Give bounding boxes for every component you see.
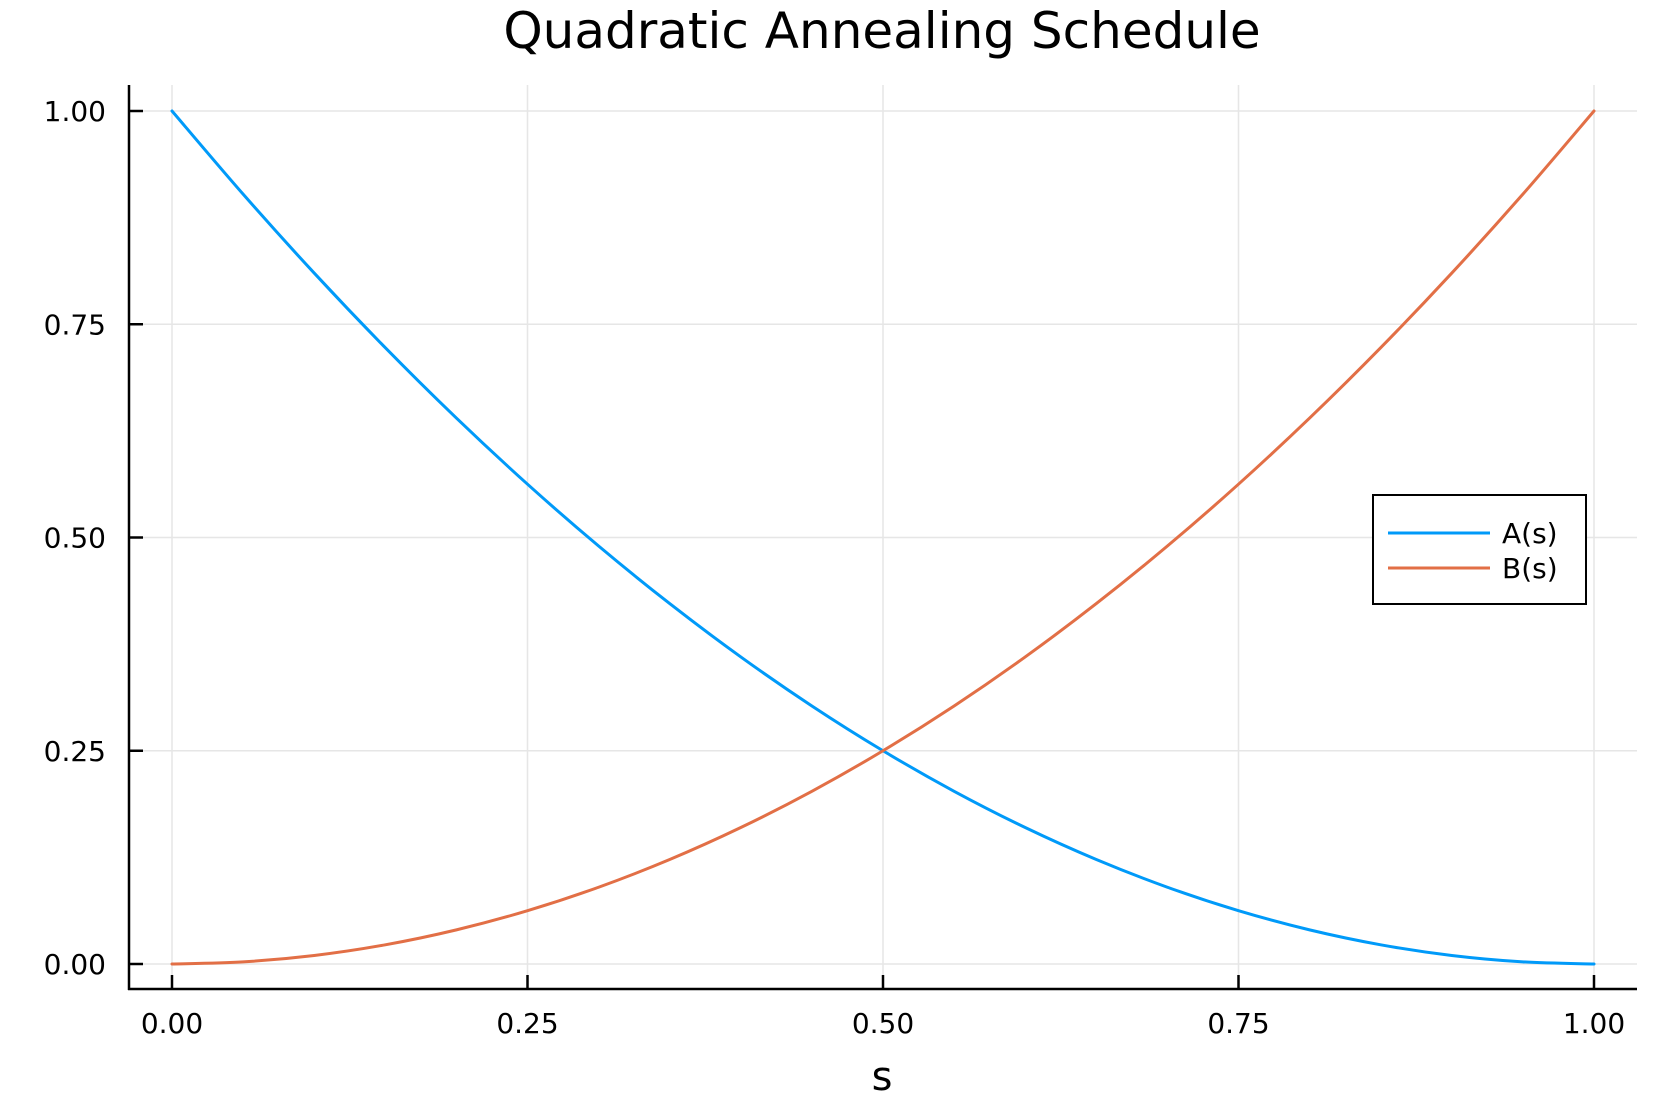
y-tick-label-3: 0.75 — [44, 308, 106, 341]
legend: A(s)B(s) — [1372, 494, 1587, 605]
y-tick-label-2: 0.50 — [44, 522, 106, 555]
x-tick-label-2: 0.50 — [852, 1007, 914, 1040]
x-tick-label-1: 0.25 — [496, 1007, 558, 1040]
y-tick-label-0: 0.00 — [44, 948, 106, 981]
x-axis-label: s — [872, 1054, 893, 1100]
x-tick-label-4: 1.00 — [1563, 1007, 1625, 1040]
legend-box — [1372, 494, 1587, 605]
y-tick-label-1: 0.25 — [44, 735, 106, 768]
chart-title: Quadratic Annealing Schedule — [503, 2, 1260, 60]
legend-label-bs: B(s) — [1502, 552, 1558, 585]
grid-lines — [129, 85, 1637, 989]
series-line-bs — [170, 109, 1596, 966]
legend-label-as: A(s) — [1502, 517, 1558, 550]
series-line-as — [170, 109, 1596, 966]
x-tick-label-0: 0.00 — [141, 1007, 203, 1040]
x-tick-label-3: 0.75 — [1207, 1007, 1269, 1040]
series-lines — [170, 109, 1596, 966]
y-tick-label-4: 1.00 — [44, 95, 106, 128]
tick-marks-and-labels: 0.00 0.25 0.50 0.75 1.00 0.00 0.25 0.50 0.75 1.00 — [44, 95, 1626, 1040]
